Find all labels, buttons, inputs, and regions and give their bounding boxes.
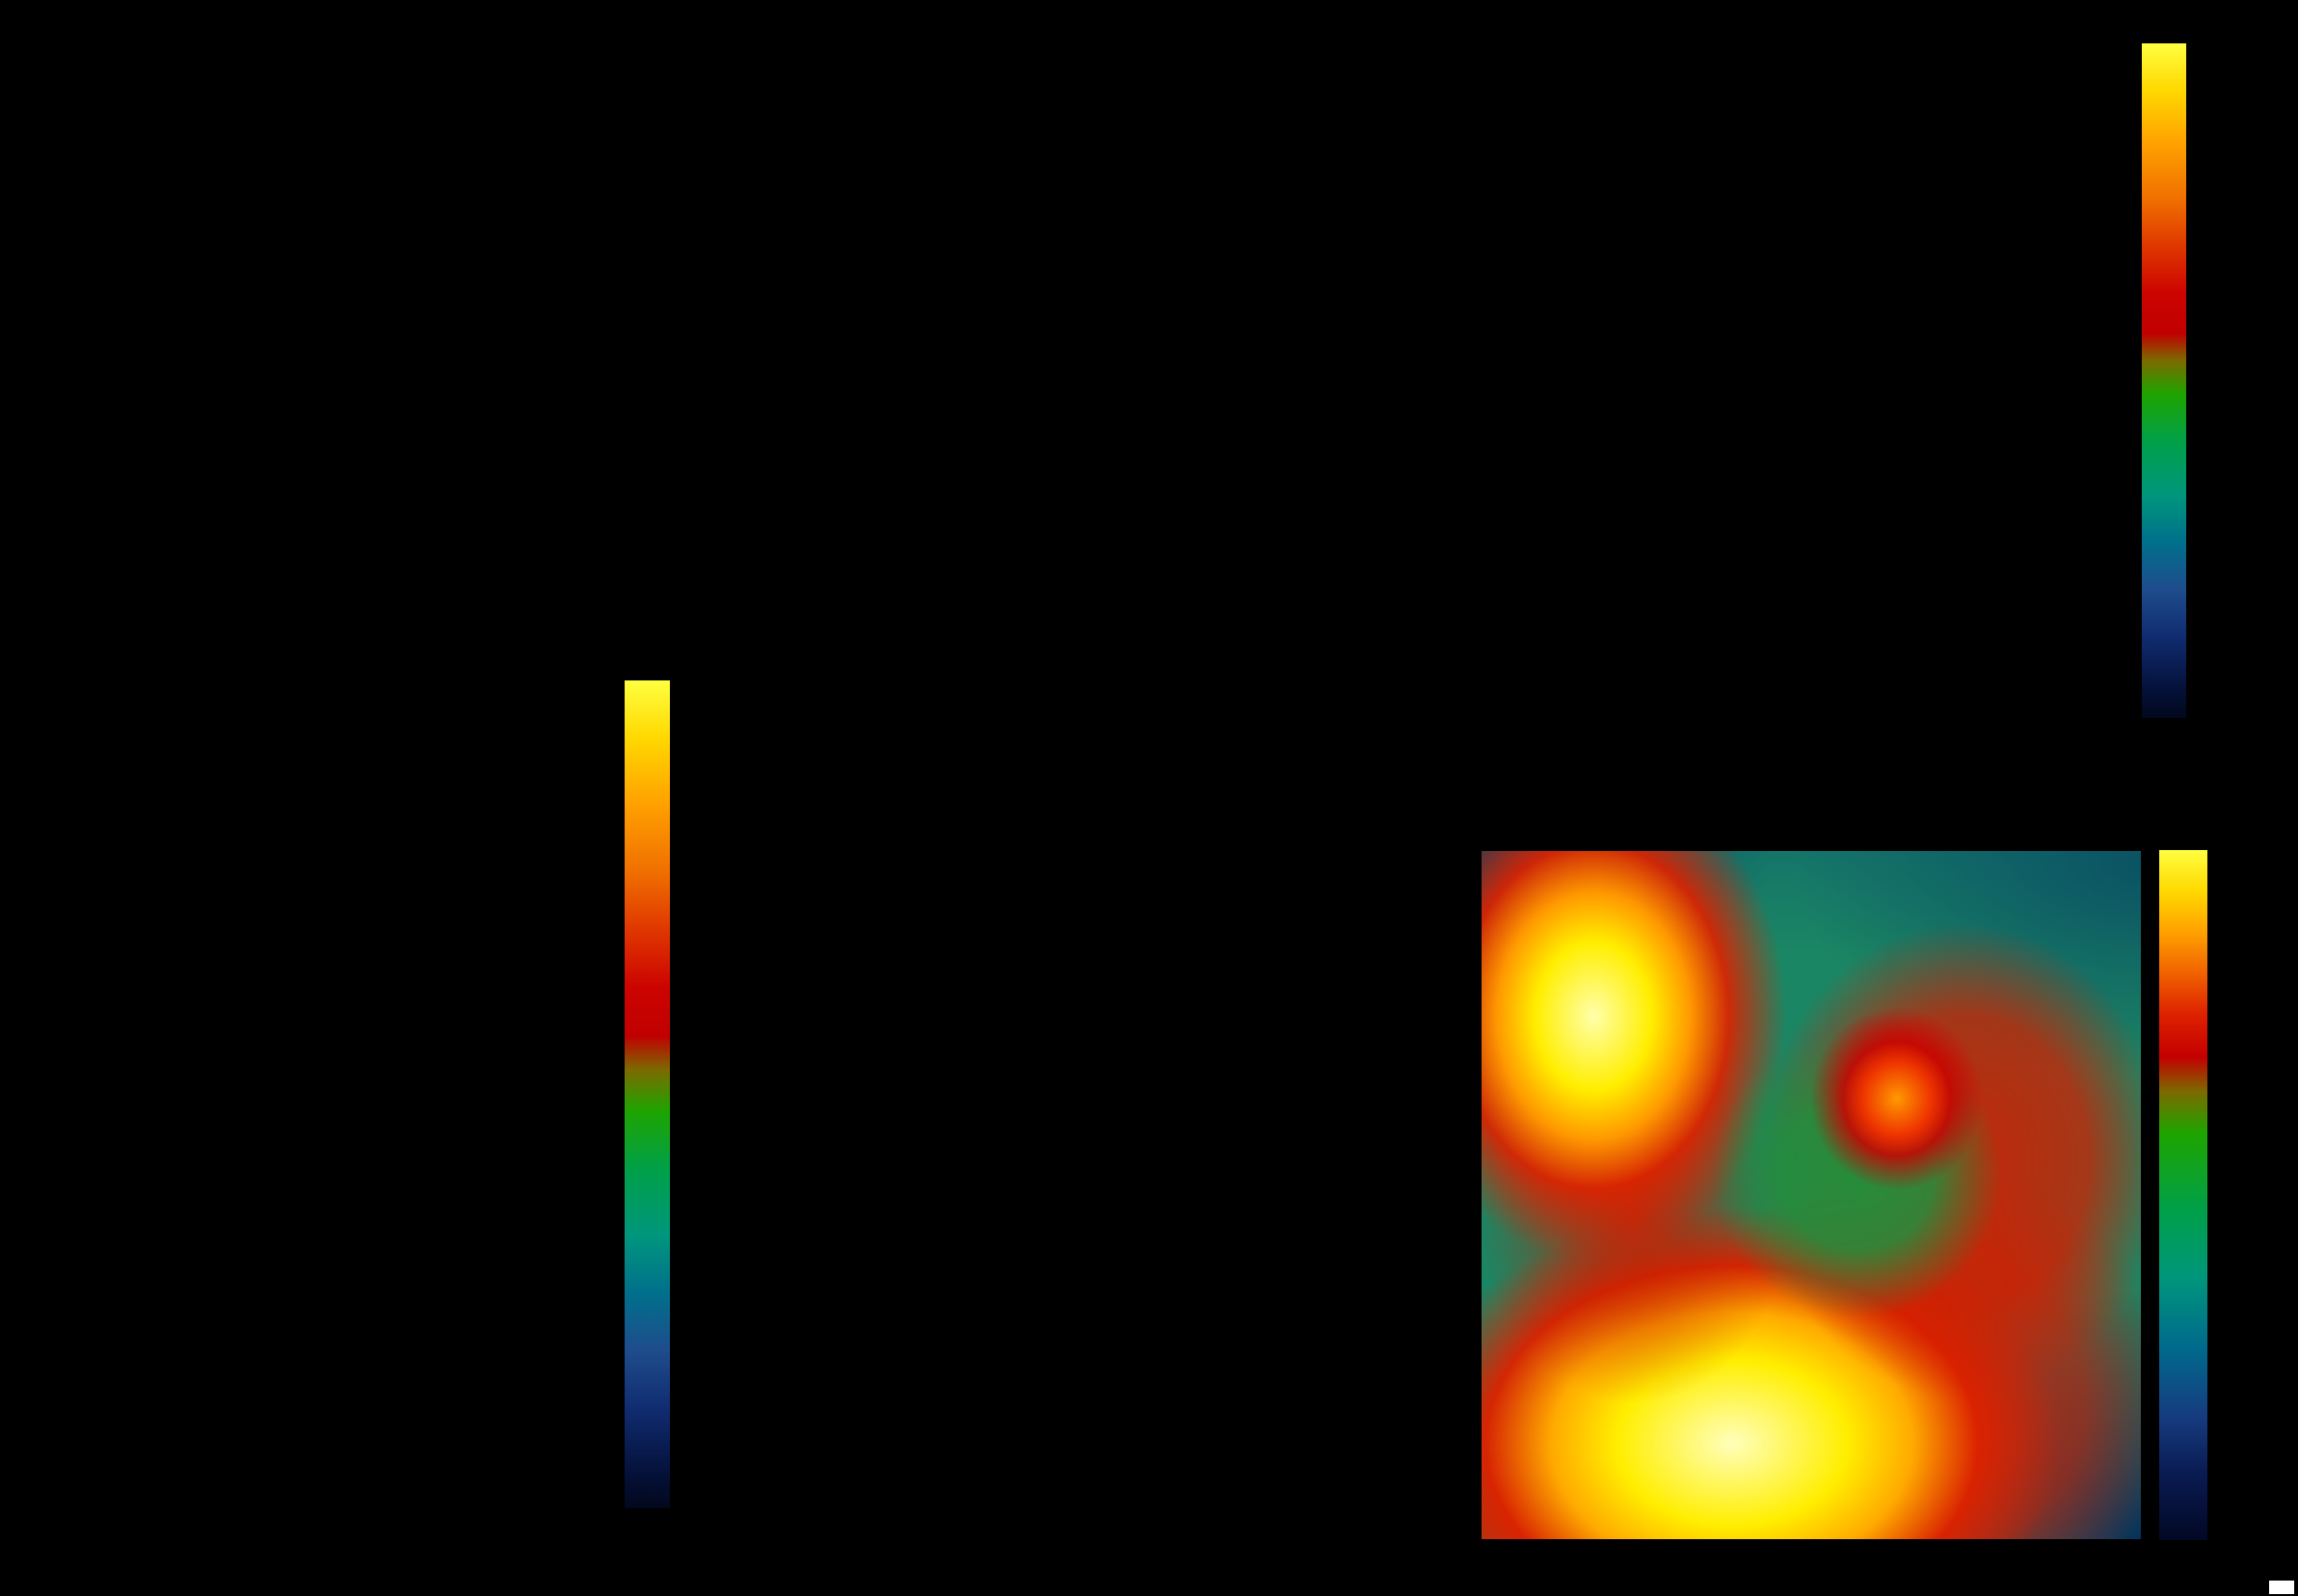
clipped-footer-text: [2151, 1579, 2277, 1596]
fov-colorbar-gradient: [2142, 43, 2186, 718]
beam-colorbar-gradient: [2159, 850, 2207, 1540]
footer-corner-box: [2269, 1581, 2294, 1594]
map-colorbar-gradient: [625, 680, 670, 1508]
beam-residual-map: [1482, 851, 2141, 1539]
